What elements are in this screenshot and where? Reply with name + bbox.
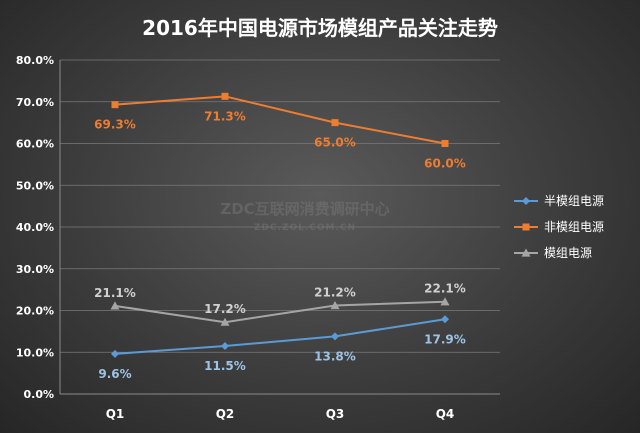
y-tick-label: 20.0% [16, 305, 54, 318]
legend-label: 模组电源 [544, 246, 592, 260]
watermark: ZDC互联网消费调研中心 ZDC.ZOL.COM.CN [220, 200, 389, 233]
legend-item: 半模组电源 [514, 194, 604, 208]
series-0: 9.6% 11.5% 13.8% 17.9% [98, 315, 466, 381]
data-label: 17.2% [204, 302, 246, 316]
legend-marker [522, 223, 530, 231]
data-label: 69.3% [94, 118, 136, 132]
x-tick-label: Q3 [326, 407, 345, 421]
data-point [111, 101, 119, 109]
y-tick-label: 50.0% [16, 179, 54, 192]
x-tick-label: Q1 [106, 407, 125, 421]
series-2: 21.1% 17.2% 21.2% 22.1% [94, 282, 466, 326]
data-point [331, 119, 339, 127]
y-tick-label: 10.0% [16, 346, 54, 359]
data-point [330, 300, 340, 310]
legend-label: 半模组电源 [544, 194, 604, 208]
data-point [331, 332, 339, 341]
legend-marker [521, 248, 531, 257]
chart-title: 2016年中国电源市场模组产品关注走势 [142, 16, 498, 40]
y-axis: 0.0% 10.0% 20.0% 30.0% 40.0% 50.0% 60.0% 70.0% 8… [16, 54, 61, 401]
watermark-url: ZDC.ZOL.COM.CN [254, 223, 356, 233]
legend-item: 非模组电源 [514, 220, 604, 234]
data-label: 13.8% [314, 349, 356, 363]
data-label: 17.9% [424, 332, 466, 346]
data-point [221, 341, 229, 350]
data-point [220, 317, 230, 326]
legend-item: 模组电源 [514, 246, 592, 260]
data-label: 60.0% [424, 157, 466, 171]
watermark-text: ZDC互联网消费调研中心 [220, 200, 389, 218]
y-tick-label: 80.0% [16, 54, 54, 67]
data-label: 71.3% [204, 109, 246, 123]
data-point [440, 297, 450, 306]
y-tick-label: 0.0% [23, 388, 54, 401]
data-point [441, 140, 449, 147]
data-label: 9.6% [98, 367, 131, 381]
grid-lines [60, 59, 500, 353]
series-line [114, 95, 446, 145]
series-line [114, 300, 446, 324]
series-1: 69.3% 71.3% 65.0% 60.0% [94, 92, 466, 171]
legend-label: 非模组电源 [544, 220, 604, 234]
y-tick-label: 30.0% [16, 263, 54, 276]
y-tick-label: 40.0% [16, 221, 54, 234]
data-label: 22.1% [424, 282, 466, 296]
legend-marker [522, 197, 530, 205]
data-point [221, 92, 229, 100]
data-label: 65.0% [314, 136, 356, 150]
y-tick-label: 60.0% [16, 138, 54, 151]
x-tick-label: Q4 [436, 407, 455, 421]
data-label: 21.2% [314, 285, 356, 299]
data-point [111, 349, 119, 358]
data-label: 21.1% [94, 286, 136, 300]
series-group: 9.6% 11.5% 13.8% 17.9% 69.3% 71.3% 65.0% 60.0% 2… [94, 92, 466, 381]
y-tick-label: 70.0% [16, 96, 54, 109]
x-axis: Q1 Q2 Q3 Q4 [60, 393, 500, 421]
x-tick-label: Q2 [216, 407, 235, 421]
series-line [114, 318, 446, 355]
data-label: 11.5% [204, 359, 246, 373]
data-point [441, 315, 449, 324]
data-point [110, 301, 120, 310]
